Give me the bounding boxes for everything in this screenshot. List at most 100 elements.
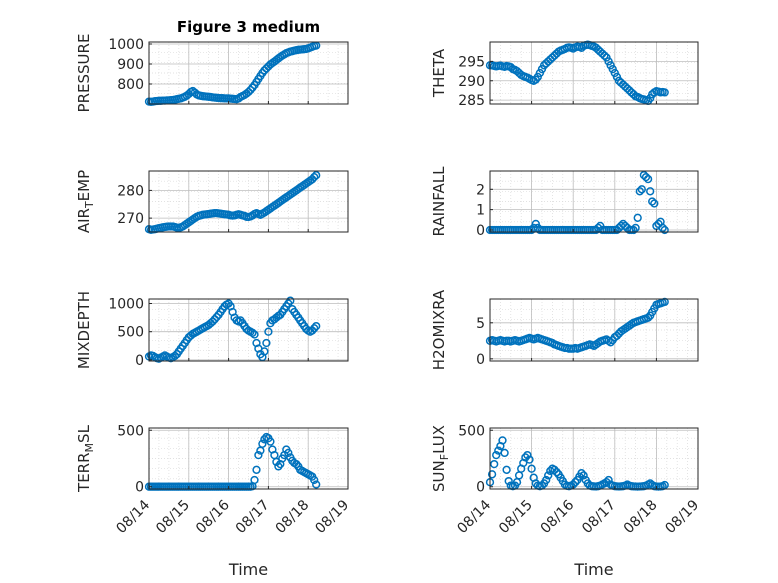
data-point	[212, 312, 221, 322]
data-point	[542, 475, 551, 485]
axes-box	[148, 170, 349, 233]
x-tick-label: 08/14	[113, 497, 153, 537]
data-point	[286, 296, 295, 305]
data-point	[250, 330, 259, 339]
data-point	[531, 219, 540, 229]
data-point	[252, 465, 261, 474]
axes-box	[148, 41, 349, 105]
x-tick-label: 08/16	[538, 497, 578, 537]
y-axis-label: H2OMIXRA	[430, 289, 448, 370]
y-tick-label: 0	[135, 353, 144, 369]
x-axis-label: Time	[573, 560, 613, 579]
y-axis-label: AIRTEMP	[75, 170, 96, 233]
axes-box	[148, 298, 349, 362]
data-point	[571, 478, 580, 487]
data-point	[579, 471, 588, 480]
data-point	[643, 174, 653, 184]
y-tick-label: 290	[458, 74, 485, 90]
data-point	[487, 470, 497, 479]
chart-title: Figure 3 medium	[177, 18, 320, 36]
subplot-6: 0 5 H2OMIXRA	[430, 289, 699, 370]
data-point	[504, 476, 513, 486]
x-tick-label: 08/15	[153, 497, 193, 537]
y-tick-label: 900	[117, 57, 144, 73]
data-point	[312, 480, 321, 489]
data-point	[310, 475, 319, 485]
data-point	[312, 321, 321, 331]
y-axis-label: THETA	[430, 48, 448, 98]
x-tick-label: 08/16	[193, 497, 233, 537]
y-tick-label: 500	[117, 423, 144, 439]
y-tick-label: 1000	[108, 37, 144, 53]
data-point	[646, 187, 655, 196]
data-point	[260, 347, 269, 356]
y-axis-label: TERRMSL	[75, 424, 96, 493]
data-point	[264, 327, 273, 336]
x-tick-label: 08/19	[662, 497, 702, 537]
subplot-8: 0 500 08/14 08/15 08/16 08/17 08/18 08/19 Time SU…	[430, 423, 702, 579]
data-point	[635, 187, 644, 196]
y-axis-label: PRESSURE	[75, 34, 93, 113]
data-point	[544, 471, 553, 480]
data-point	[525, 455, 534, 464]
data-point	[660, 225, 669, 235]
x-tick-label: 08/15	[496, 497, 536, 537]
x-tick-label: 08/14	[454, 497, 494, 537]
data-point	[596, 221, 605, 231]
y-tick-label: 1000	[108, 297, 144, 313]
x-tick-label: 08/18	[273, 497, 313, 537]
data-point	[266, 437, 275, 446]
data-point	[521, 453, 530, 462]
data-point	[490, 459, 499, 469]
axes-box	[489, 41, 699, 105]
subplot-2: 285 290 295 THETA	[430, 40, 699, 109]
data-point	[602, 478, 611, 487]
data-point	[631, 223, 640, 233]
y-axis-label: SUNFLUX	[430, 425, 451, 492]
data-point	[637, 185, 646, 194]
y-tick-label: 800	[117, 77, 144, 93]
data-point	[274, 462, 283, 471]
subplot-3: 270 280 AIRTEMP	[75, 170, 349, 234]
y-axis-label: RAINFALL	[430, 166, 448, 237]
data-point	[310, 172, 319, 182]
subplot-1: 800 900 1000 PRESSURE Figure 3 medium	[75, 18, 349, 113]
y-tick-label: 2	[476, 182, 485, 198]
subplot-7: 0 500 08/14 08/15 08/16 08/17 08/18 08/19 Time TE…	[75, 423, 352, 579]
y-tick-label: 285	[458, 93, 485, 109]
data-point	[498, 436, 507, 445]
axes-box	[489, 298, 699, 362]
data-point	[550, 465, 559, 474]
y-tick-label: 5	[476, 316, 485, 332]
data-point	[523, 450, 532, 460]
y-axis-label: MIXDEPTH	[75, 291, 93, 369]
data-point	[502, 465, 511, 474]
data-point	[612, 225, 622, 235]
data-point	[604, 475, 613, 485]
data-point	[643, 313, 653, 322]
axes-box	[148, 427, 349, 490]
data-point	[500, 448, 509, 458]
data-point	[312, 171, 321, 180]
data-point	[248, 328, 257, 337]
data-point	[600, 51, 609, 60]
data-point	[648, 197, 657, 206]
data-point	[577, 469, 586, 478]
y-tick-label: 270	[117, 211, 144, 227]
y-tick-label: 500	[117, 325, 144, 341]
y-tick-label: 280	[117, 183, 144, 199]
axes-box	[489, 170, 699, 233]
x-tick-label: 08/19	[312, 497, 352, 537]
y-tick-label: 1	[476, 203, 485, 219]
data-point	[284, 448, 293, 458]
x-tick-label: 08/18	[621, 497, 661, 537]
subplot-5: 0 500 1000 MIXDEPTH	[75, 291, 349, 369]
y-tick-label: 0	[476, 223, 485, 239]
x-tick-label: 08/17	[579, 497, 619, 537]
data-point	[621, 221, 630, 231]
y-tick-label: 295	[458, 54, 485, 70]
data-point	[660, 480, 669, 490]
data-point	[658, 223, 667, 233]
x-tick-label: 08/17	[233, 497, 273, 537]
